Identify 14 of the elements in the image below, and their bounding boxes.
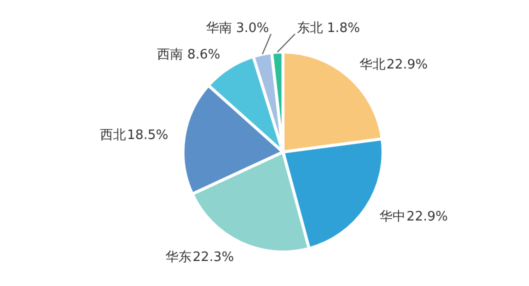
data-label: 8.6%	[187, 47, 220, 62]
slice-label: 华北	[359, 58, 386, 73]
slice-label: 华中	[380, 209, 406, 224]
slice-label: 东北	[297, 21, 323, 36]
data-label: 3.0%	[236, 21, 270, 36]
data-label: 18.5%	[126, 128, 168, 143]
data-label: 1.8%	[327, 21, 360, 36]
slice-label: 西北	[100, 128, 126, 143]
slice-label: 西南	[157, 47, 184, 62]
data-label: 22.9%	[406, 209, 448, 224]
data-label: 22.3%	[192, 250, 234, 266]
data-label: 22.9%	[386, 58, 428, 73]
slice-label: 华东	[166, 250, 192, 266]
slice-label: 华南	[206, 21, 232, 36]
